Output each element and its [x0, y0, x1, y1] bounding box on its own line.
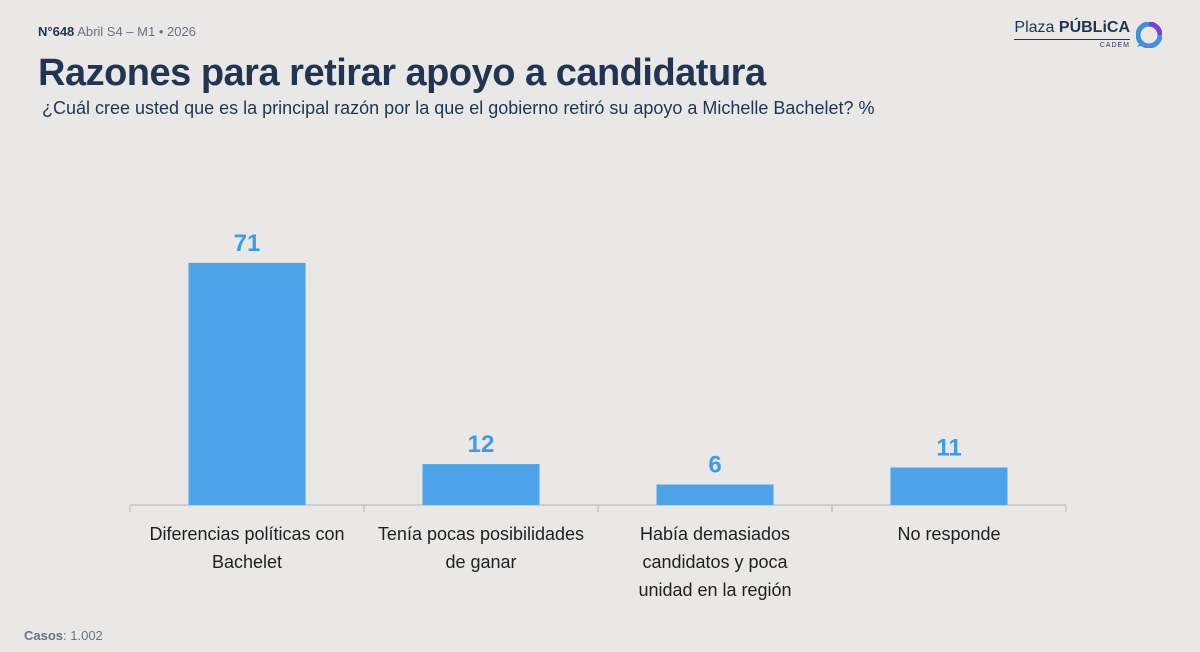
footer-cases: Casos: 1.002: [24, 628, 103, 643]
bar-1: [188, 262, 306, 505]
data-label-2: 12: [468, 431, 495, 458]
issue-number: N°648: [38, 24, 75, 39]
data-label-3: 6: [708, 452, 721, 479]
category-label-3: Había demasiados candidatos y poca unidad …: [638, 524, 791, 600]
bar-3: [656, 484, 774, 505]
category-label-4: No responde: [897, 524, 1000, 544]
page-subtitle: ¿Cuál cree usted que es la principal raz…: [42, 98, 875, 118]
category-label-2: Tenía pocas posibilidades de ganar: [378, 524, 584, 572]
logo-cadem: CADEM: [1014, 39, 1130, 49]
logo-mark-icon: [1136, 21, 1162, 48]
header-meta: N°648 Abril S4 – M1 • 2026: [38, 24, 196, 39]
cases-value: : 1.002: [63, 628, 103, 643]
page-title: Razones para retirar apoyo a candidatura: [38, 52, 766, 94]
category-label-1: Diferencias políticas con Bachelet: [149, 524, 344, 572]
bar-2: [422, 464, 540, 505]
logo-plaza: Plaza: [1014, 19, 1055, 36]
period: Abril S4 – M1 • 2026: [77, 24, 196, 39]
bar-4: [890, 467, 1008, 505]
data-label-1: 71: [234, 230, 261, 257]
cases-label: Casos: [24, 628, 64, 643]
data-label-4: 11: [936, 434, 961, 461]
logo: Plaza PÚBLiCA CADEM: [1014, 20, 1162, 49]
logo-publica: PÚBLiCA: [1058, 19, 1130, 36]
